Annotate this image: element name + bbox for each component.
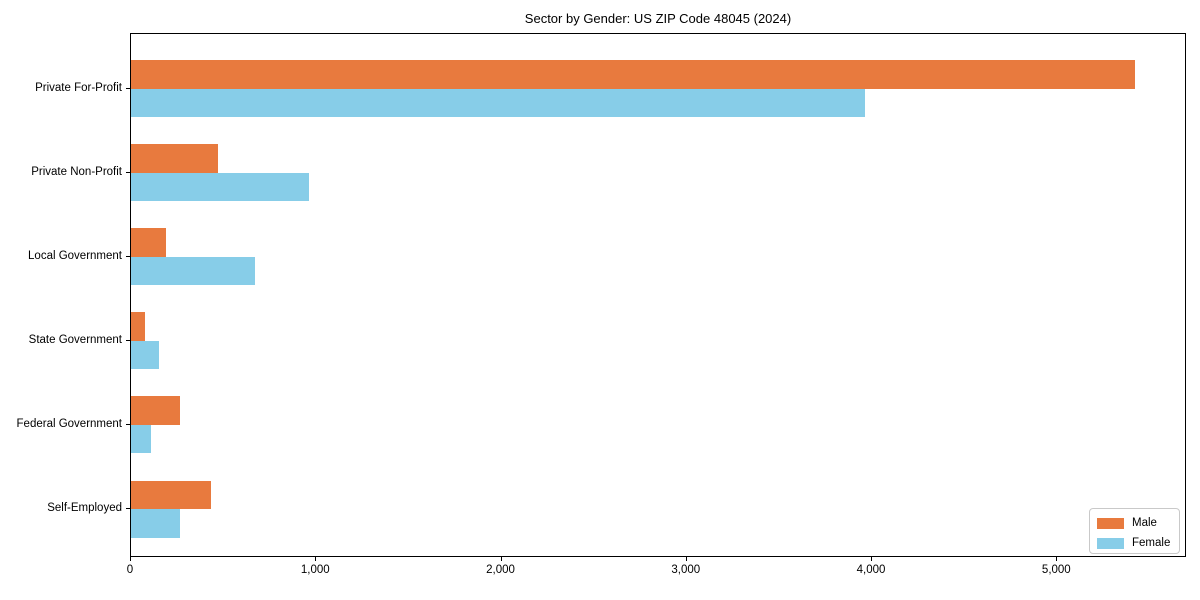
bar-male-0 (131, 60, 1136, 89)
y-tick-mark (126, 508, 130, 509)
x-tick-mark (500, 557, 502, 561)
bar-male-4 (131, 396, 180, 425)
bar-female-2 (131, 256, 255, 286)
y-tick-label: Federal Government (16, 417, 122, 430)
plot-area (130, 33, 1186, 557)
legend-swatch-male (1097, 517, 1124, 529)
x-tick-label: 0 (126, 564, 134, 576)
legend: Male Female (1089, 508, 1180, 554)
y-tick-mark (126, 255, 130, 257)
y-tick-label: State Government (28, 333, 122, 346)
y-tick-label: Local Government (28, 249, 122, 262)
bar-male-1 (131, 144, 218, 173)
bar-male-5 (131, 480, 211, 509)
bar-male-3 (131, 312, 145, 341)
y-tick-label: Private For-Profit (35, 81, 122, 94)
bar-female-4 (131, 424, 152, 454)
bar-female-3 (131, 340, 159, 370)
y-tick-label: Private Non-Profit (31, 165, 122, 178)
chart-title: Sector by Gender: US ZIP Code 48045 (202… (524, 11, 792, 26)
x-tick-label: 5,000 (1041, 564, 1071, 576)
bar-female-1 (131, 172, 309, 202)
bar-male-2 (131, 228, 167, 257)
legend-label: Female (1132, 537, 1171, 549)
x-tick-mark (315, 557, 317, 561)
legend-swatch-female (1097, 537, 1124, 549)
y-tick-mark (126, 87, 130, 89)
legend-label: Male (1132, 517, 1157, 529)
x-tick-mark (1056, 557, 1058, 561)
y-tick-mark (126, 423, 130, 425)
bar-female-0 (131, 88, 866, 117)
x-tick-mark (685, 557, 687, 561)
y-tick-mark (126, 339, 130, 341)
x-tick-mark (871, 557, 873, 561)
x-tick-label: 1,000 (300, 564, 330, 576)
x-tick-label: 3,000 (671, 564, 701, 576)
legend-item-male: Male (1097, 514, 1172, 532)
y-tick-label: Self-Employed (47, 502, 122, 514)
legend-item-female: Female (1097, 534, 1172, 552)
x-tick-mark (130, 557, 131, 561)
bar-female-5 (131, 509, 180, 538)
x-tick-label: 2,000 (486, 564, 515, 576)
x-tick-label: 4,000 (856, 564, 886, 576)
y-tick-mark (126, 171, 130, 173)
